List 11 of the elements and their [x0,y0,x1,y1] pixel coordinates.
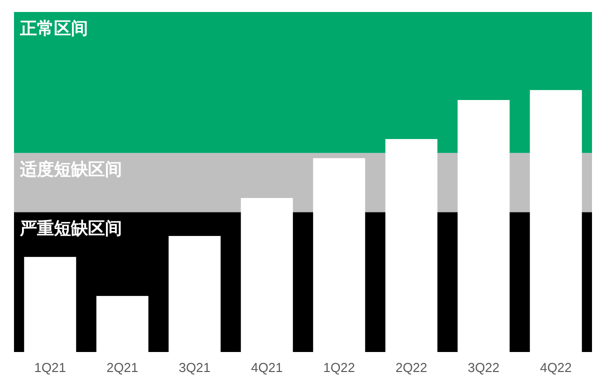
band-label: 严重短缺区间 [19,219,122,240]
band-label: 适度短缺区间 [19,160,122,180]
x-tick-label: 3Q21 [178,360,211,375]
band-label: 正常区间 [19,19,88,39]
x-tick-label: 2Q21 [106,360,138,375]
x-tick-label: 2Q22 [395,360,428,375]
x-tick-label: 4Q21 [250,360,283,375]
x-tick-label: 3Q22 [468,360,500,375]
x-tick-label: 1Q21 [34,360,66,375]
x-tick-label: 1Q22 [323,360,356,375]
x-tick-label: 4Q22 [540,360,572,375]
